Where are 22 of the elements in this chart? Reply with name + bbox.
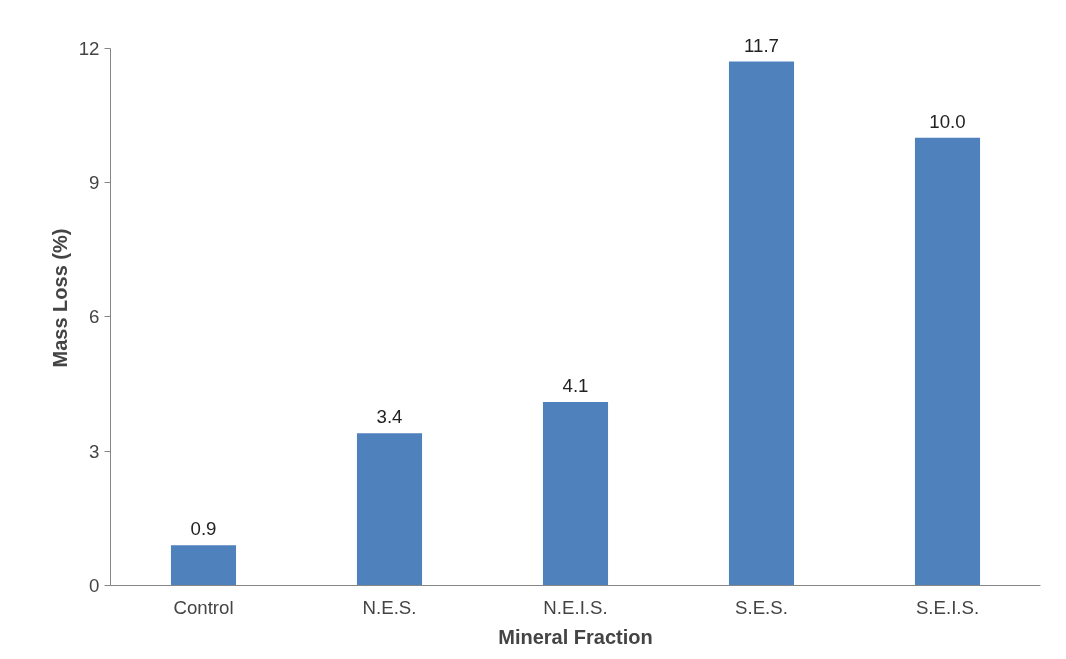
y-tick-label: 9 [89, 171, 100, 193]
x-tick-label: S.E.S. [735, 596, 788, 618]
x-tick-label: S.E.I.S. [915, 596, 980, 618]
y-tick-label: 3 [89, 440, 100, 462]
x-tick-label: N.E.I.S. [543, 596, 608, 618]
data-label: 10.0 [929, 110, 966, 132]
bar [542, 401, 609, 586]
data-label: 4.1 [562, 374, 589, 396]
y-axis-title: Mass Loss (%) [48, 228, 71, 368]
y-tick-label: 6 [89, 306, 100, 328]
data-label: 0.9 [190, 518, 217, 540]
bar [914, 137, 981, 586]
data-label: 3.4 [376, 406, 403, 428]
y-tick-label: 0 [89, 575, 100, 596]
x-axis-title: Mineral Fraction [498, 625, 653, 648]
bar [170, 545, 237, 586]
data-label: 11.7 [744, 34, 779, 56]
x-tick-label: N.E.S. [362, 596, 417, 618]
bar [356, 433, 423, 586]
bar [728, 61, 795, 586]
y-tick-label: 12 [78, 37, 100, 59]
x-tick-label: Control [173, 596, 234, 618]
